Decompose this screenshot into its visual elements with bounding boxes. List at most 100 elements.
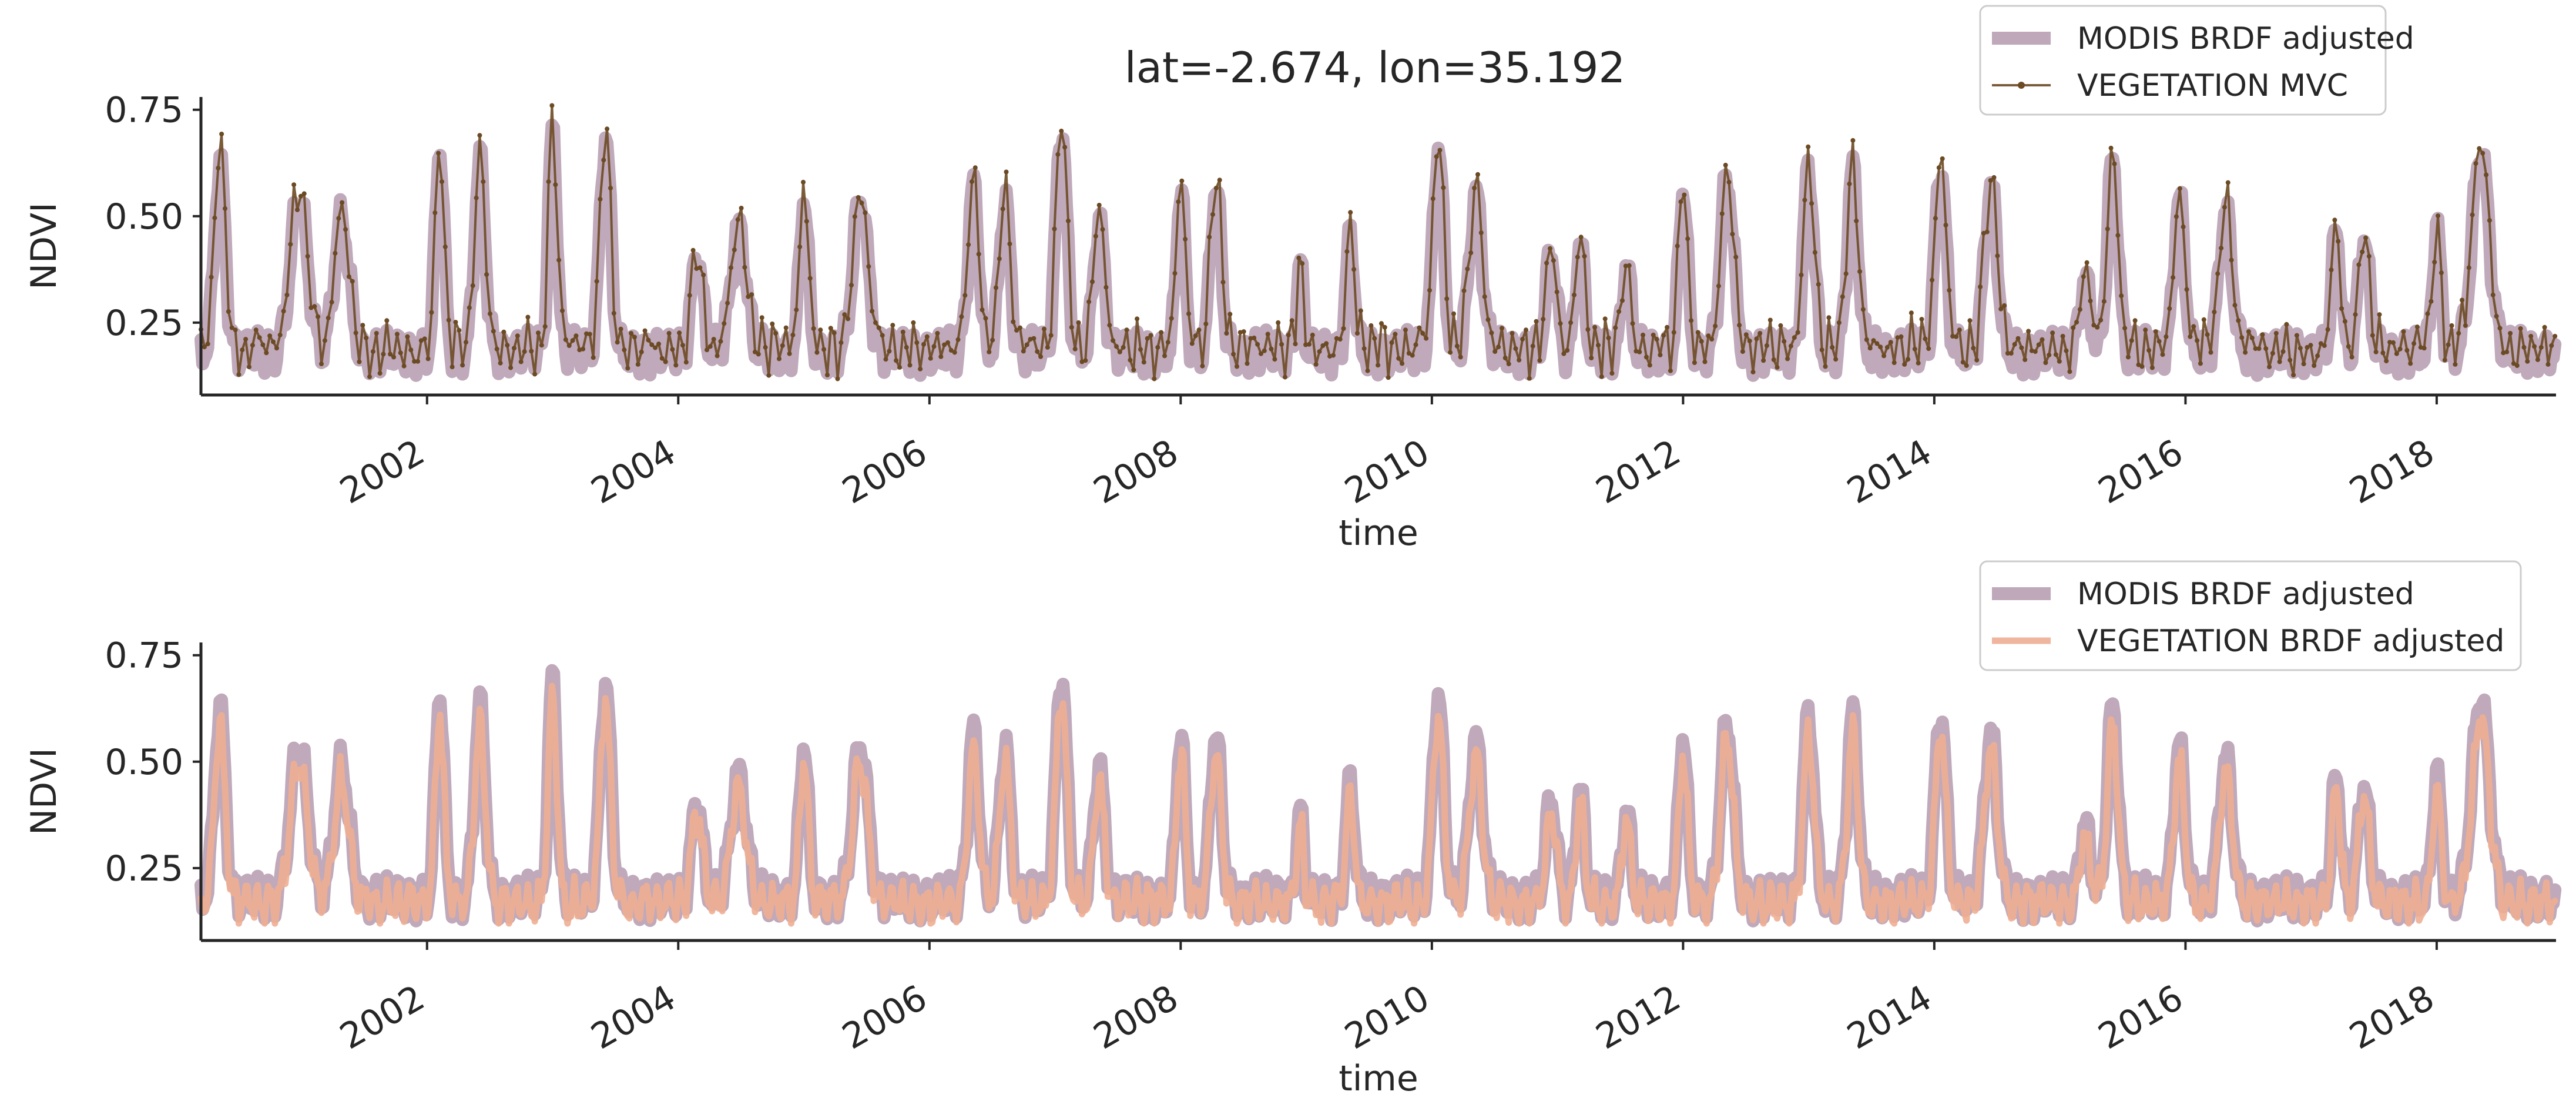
series-point xyxy=(2490,292,2496,297)
series-point xyxy=(1713,323,1718,329)
series-point xyxy=(1310,332,1315,337)
series-point xyxy=(1675,243,1680,249)
series-point xyxy=(1740,349,1745,354)
series-point xyxy=(398,350,403,356)
series-point xyxy=(777,356,781,361)
series-point xyxy=(928,356,933,361)
series-point xyxy=(938,354,944,359)
series-point xyxy=(1548,246,1552,251)
series-point xyxy=(890,323,895,328)
series-point xyxy=(542,324,548,329)
series-point xyxy=(2349,354,2354,360)
series-point xyxy=(639,349,644,354)
series-point xyxy=(1641,332,1646,337)
series-point xyxy=(2074,320,2079,325)
series-point xyxy=(2195,338,2200,343)
series-point xyxy=(1200,363,1205,369)
series-point xyxy=(505,343,510,348)
series-point xyxy=(2222,205,2227,210)
series-point xyxy=(343,227,348,232)
series-point xyxy=(2263,346,2269,352)
x-tick-label: 2002 xyxy=(333,977,431,1057)
series-point xyxy=(2008,351,2014,356)
series-point xyxy=(852,214,857,219)
series-point xyxy=(1602,316,1608,322)
series-point xyxy=(1465,266,1470,272)
series-point xyxy=(2050,330,2055,336)
series-point xyxy=(240,347,245,353)
series-point xyxy=(1231,352,1236,357)
series-point xyxy=(2208,350,2213,355)
series-point xyxy=(1358,308,1363,313)
series-point xyxy=(831,330,837,336)
series-point xyxy=(529,349,534,354)
series-point xyxy=(1816,282,1821,287)
series-point xyxy=(1747,339,1752,343)
series-point xyxy=(219,132,224,136)
series-point xyxy=(1644,354,1649,360)
series-point xyxy=(900,329,905,334)
series-point xyxy=(1599,374,1604,379)
series-point xyxy=(873,320,878,325)
series-point xyxy=(236,372,242,377)
x-tick-label: 2006 xyxy=(836,977,934,1057)
series-point xyxy=(425,356,431,361)
series-point xyxy=(216,166,221,170)
series-point xyxy=(1272,357,1277,362)
series-point xyxy=(247,364,251,370)
series-point xyxy=(1131,367,1136,373)
series-point xyxy=(205,342,210,347)
series-point xyxy=(749,292,754,297)
series-point xyxy=(1950,334,1956,339)
series-point xyxy=(2353,312,2358,317)
series-point xyxy=(2153,329,2158,334)
series-point xyxy=(1461,288,1467,293)
series-point xyxy=(2077,307,2082,312)
series-line-2-2 xyxy=(197,682,2558,927)
series-point xyxy=(1933,216,1938,221)
series-point xyxy=(601,158,606,163)
series-point xyxy=(1561,351,1567,356)
x-tick-label: 2004 xyxy=(585,431,683,512)
series-point xyxy=(301,191,307,196)
series-point xyxy=(966,242,971,247)
series-point xyxy=(1723,162,1728,168)
series-point xyxy=(2108,145,2114,150)
x-axis-label: time xyxy=(1339,513,1418,554)
series-point xyxy=(2294,333,2299,338)
series-point xyxy=(1530,343,1535,349)
series-point xyxy=(876,325,881,330)
series-point xyxy=(2081,274,2086,279)
series-point xyxy=(1578,235,1584,240)
series-point xyxy=(2404,348,2410,353)
series-point xyxy=(1045,344,1050,350)
series-point xyxy=(1596,343,1601,348)
series-point xyxy=(508,365,514,370)
series-point xyxy=(921,342,926,347)
series-point xyxy=(849,283,854,288)
series-point xyxy=(1035,349,1040,354)
series-point xyxy=(367,374,372,379)
series-point xyxy=(1324,341,1329,346)
series-point xyxy=(1668,368,1673,373)
x-tick-label: 2014 xyxy=(1840,977,1938,1057)
series-point xyxy=(2136,362,2141,367)
series-point xyxy=(1836,320,1842,325)
series-point xyxy=(663,359,668,364)
series-point xyxy=(2284,322,2289,327)
series-point xyxy=(391,354,396,360)
series-point xyxy=(2528,334,2534,339)
series-point xyxy=(484,272,489,277)
series-point xyxy=(959,314,964,319)
series-point xyxy=(2201,317,2206,322)
series-point xyxy=(1826,315,1832,320)
series-point xyxy=(1620,298,1625,303)
series-point xyxy=(1344,249,1350,254)
series-point xyxy=(2270,351,2275,356)
series-point xyxy=(350,279,355,284)
series-point xyxy=(625,366,630,371)
series-point xyxy=(1111,338,1116,343)
series-point xyxy=(295,207,300,212)
series-point xyxy=(274,346,279,351)
series-point xyxy=(1510,331,1515,336)
